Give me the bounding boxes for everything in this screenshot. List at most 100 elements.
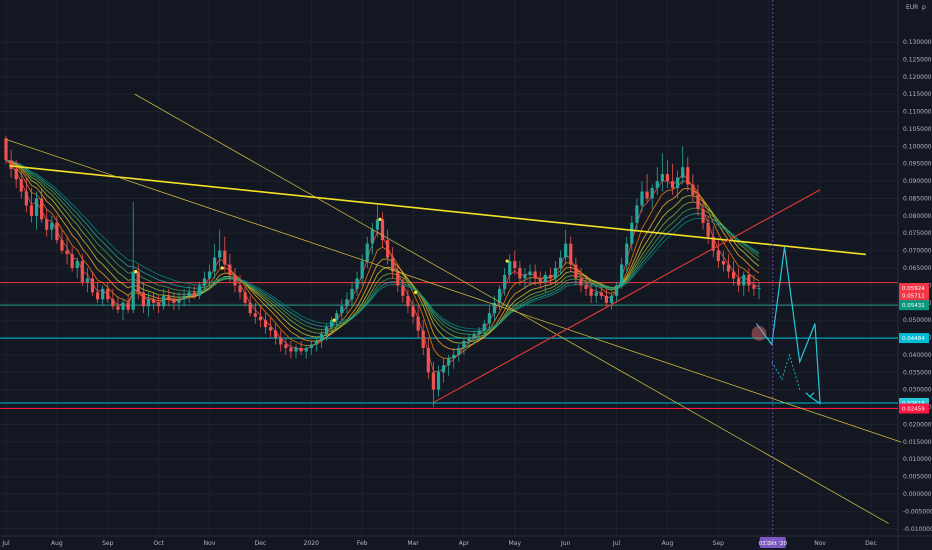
moving-average-ribbon — [5, 159, 760, 373]
price-tick-label: 0.015000 — [903, 439, 932, 446]
price-tick-label: 0.100000 — [903, 143, 932, 150]
ribbon-line — [5, 159, 760, 332]
price-tick-label: 0.105000 — [903, 126, 932, 133]
candle-body — [731, 271, 736, 279]
candle-body — [401, 285, 405, 296]
candle-body — [131, 271, 135, 310]
candle-body — [574, 264, 578, 279]
price-tick-label: 0.115000 — [903, 91, 932, 98]
time-tick-label: Sep — [102, 540, 114, 547]
trend-line[interactable] — [5, 138, 902, 443]
candle-body — [370, 229, 374, 244]
candle-body — [146, 299, 151, 307]
price-tags: 0.059240.057110.054310.044840.026180.024… — [899, 283, 929, 414]
candle-body — [757, 288, 761, 290]
time-tick-label: Dec — [255, 540, 267, 547]
candle-body — [650, 188, 654, 199]
candle-body — [467, 337, 471, 342]
candle-body — [462, 341, 466, 348]
price-tick-label: 0.085000 — [903, 195, 932, 202]
candle-body — [742, 274, 746, 286]
trend-line[interactable] — [9, 164, 866, 256]
candle-body — [258, 316, 262, 321]
candle-body — [497, 288, 502, 303]
time-tick-label: Mar — [407, 540, 419, 547]
candle-body — [665, 174, 670, 182]
candle-body — [263, 320, 268, 328]
time-tick-label: May — [509, 540, 522, 547]
candle-body — [141, 292, 145, 307]
candle-body — [253, 313, 257, 317]
candle-body — [614, 285, 619, 296]
candle-body — [681, 167, 685, 178]
projection-arrow-icon — [805, 392, 815, 398]
candle-body — [426, 347, 430, 373]
candle-body — [116, 306, 120, 310]
candle-body — [752, 285, 756, 289]
candle-body — [355, 278, 359, 289]
time-tick-label: Aug — [662, 540, 674, 547]
candle-body — [192, 292, 196, 296]
candle-body — [604, 295, 608, 303]
candle-body — [747, 274, 751, 286]
candle-body — [304, 347, 308, 352]
candle-body — [177, 299, 181, 303]
candle-body — [406, 295, 410, 307]
price-tick-label: 0.010000 — [903, 456, 932, 463]
projection-path[interactable] — [751, 247, 821, 405]
ribbon-line — [5, 159, 760, 359]
candle-body — [167, 295, 171, 300]
price-tag — [899, 403, 929, 414]
candle-body — [314, 341, 318, 345]
candle-body — [299, 347, 303, 352]
trend-line[interactable] — [433, 189, 821, 404]
price-tick-label: 0.000000 — [903, 491, 932, 498]
target-circle[interactable] — [751, 325, 767, 341]
time-tick-label: Jul — [612, 540, 621, 547]
time-tick-label: Jul — [1, 540, 10, 547]
candle-body — [594, 292, 598, 296]
candle-body — [564, 243, 568, 258]
candle-body — [686, 167, 690, 185]
candle-body — [19, 179, 23, 192]
candle-body — [589, 288, 593, 296]
candle-body — [518, 268, 522, 279]
time-tick-label: Feb — [357, 540, 368, 547]
ribbon-line — [5, 159, 760, 339]
candle-body — [284, 344, 288, 348]
candle-body — [101, 288, 105, 300]
candle-body — [218, 250, 222, 258]
candle-body — [558, 257, 563, 268]
candle-body — [452, 354, 456, 359]
candle-body — [508, 261, 512, 275]
candle-body — [75, 261, 79, 268]
signal-dot — [505, 259, 509, 263]
candle-body — [528, 271, 532, 275]
price-tag-label: 0.05431 — [902, 303, 925, 309]
candle-body — [90, 278, 95, 293]
price-axis-unit: p — [922, 4, 926, 11]
projection-line[interactable] — [755, 247, 821, 405]
price-tick-label: 0.075000 — [903, 230, 932, 237]
cursor-date-label: 03 Oct '20 — [759, 541, 788, 547]
candle-body — [721, 261, 726, 265]
candle-body — [620, 264, 624, 286]
price-tick-label: -0.005000 — [903, 508, 932, 515]
candle-body — [228, 264, 232, 275]
signal-dot — [413, 290, 418, 294]
candle-body — [391, 257, 395, 272]
candle-body — [289, 347, 293, 352]
price-tick-label: 0.120000 — [903, 74, 932, 81]
candle-body — [330, 320, 334, 328]
time-axis[interactable]: Jul Aug Sep Oct Nov Dec 2020 Feb Mar Apr May Jun Jul… — [1, 540, 876, 547]
candle-body — [111, 299, 115, 307]
trend-lines[interactable] — [5, 93, 902, 524]
price-axis[interactable]: EUR p 0.130000 0.125000 0.120000 0.115000 0.… — [903, 4, 932, 533]
candle-body — [579, 278, 583, 286]
trend-line[interactable] — [134, 93, 889, 524]
time-tick-label: 2020 — [304, 540, 319, 547]
candle-body — [187, 292, 191, 296]
candle-body — [716, 250, 720, 262]
